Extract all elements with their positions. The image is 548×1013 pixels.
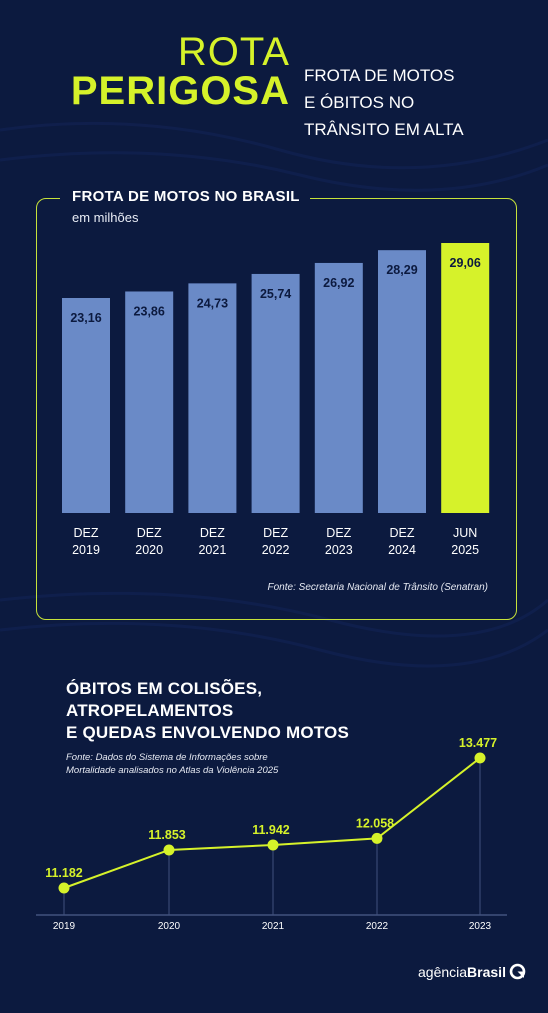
bar	[251, 273, 300, 513]
bar	[125, 291, 174, 513]
subtitle-line: TRÂNSITO EM ALTA	[304, 120, 464, 139]
x-tick-label: DEZ	[263, 526, 288, 540]
x-tick-label: 2019	[72, 543, 100, 557]
title-line-2: PERIGOSA	[70, 69, 290, 113]
x-tick-label: 2024	[388, 543, 416, 557]
bar-value-label: 23,16	[70, 311, 101, 325]
logo-icon	[509, 963, 526, 980]
subtitle-line: E ÓBITOS NO	[304, 93, 415, 112]
x-tick-label: JUN	[453, 526, 477, 540]
agencia-brasil-logo: agência Brasil	[418, 963, 526, 980]
bar-value-label: 23,86	[134, 304, 165, 318]
bar-chart-title: FROTA DE MOTOS NO BRASIL	[72, 188, 300, 205]
data-label: 11.853	[148, 828, 186, 842]
bar-value-label: 29,06	[450, 256, 481, 270]
x-tick-label: 2019	[53, 921, 76, 932]
x-tick-label: 2025	[451, 543, 479, 557]
x-tick-label: 2020	[158, 921, 181, 932]
header-subtitle: FROTA DE MOTOS E ÓBITOS NO TRÂNSITO EM A…	[304, 62, 504, 143]
x-tick-label: DEZ	[326, 526, 351, 540]
x-tick-label: 2021	[262, 921, 285, 932]
x-tick-label: 2022	[366, 921, 389, 932]
bar-value-label: 26,92	[323, 276, 354, 290]
bar-chart-subtitle: em milhões	[72, 210, 139, 225]
logo-brand: Brasil	[467, 963, 506, 980]
bar	[378, 250, 426, 513]
bar-value-label: 28,29	[386, 263, 417, 277]
bar	[188, 283, 237, 513]
bar	[441, 243, 490, 513]
bar	[314, 262, 363, 513]
title-line-1: ROTA	[177, 30, 290, 74]
bar-value-label: 25,74	[260, 287, 291, 301]
x-tick-label: DEZ	[200, 526, 225, 540]
line-chart-title: ÓBITOS EM COLISÕES, ATROPELAMENTOS E QUE…	[66, 678, 349, 744]
line-chart-source: Fonte: Dados do Sistema de Informações s…	[66, 751, 346, 777]
line-chart-title-line: ATROPELAMENTOS	[66, 701, 234, 720]
x-tick-label: 2021	[198, 543, 226, 557]
bar-value-label: 24,73	[197, 296, 228, 310]
data-point	[371, 832, 383, 844]
data-point	[474, 752, 486, 764]
bar	[62, 298, 110, 513]
x-tick-label: 2023	[325, 543, 353, 557]
line-chart-source-line: Mortalidade analisados no Atlas da Violê…	[66, 765, 279, 776]
x-tick-label: DEZ	[137, 526, 162, 540]
data-label: 11.182	[45, 866, 83, 880]
data-point	[163, 844, 175, 856]
x-tick-label: 2023	[469, 921, 492, 932]
subtitle-line: FROTA DE MOTOS	[304, 66, 455, 85]
data-label: 11.942	[252, 823, 290, 837]
bar-chart-source: Fonte: Secretaria Nacional de Trânsito (…	[267, 582, 488, 593]
line-chart-source-line: Fonte: Dados do Sistema de Informações s…	[66, 752, 268, 763]
data-point	[58, 882, 70, 894]
line-chart-title-line: E QUEDAS ENVOLVENDO MOTOS	[66, 723, 350, 742]
x-tick-label: DEZ	[74, 526, 99, 540]
logo-prefix: agência	[418, 963, 468, 980]
bar-chart-title-wrap: FROTA DE MOTOS NO BRASIL	[60, 186, 310, 208]
data-point	[267, 839, 279, 851]
data-label: 13.477	[459, 736, 497, 750]
x-tick-label: 2020	[135, 543, 163, 557]
x-tick-label: 2022	[262, 543, 290, 557]
x-tick-label: DEZ	[390, 526, 415, 540]
data-label: 12.058	[356, 816, 394, 830]
line-chart-title-line: ÓBITOS EM COLISÕES,	[66, 679, 263, 698]
